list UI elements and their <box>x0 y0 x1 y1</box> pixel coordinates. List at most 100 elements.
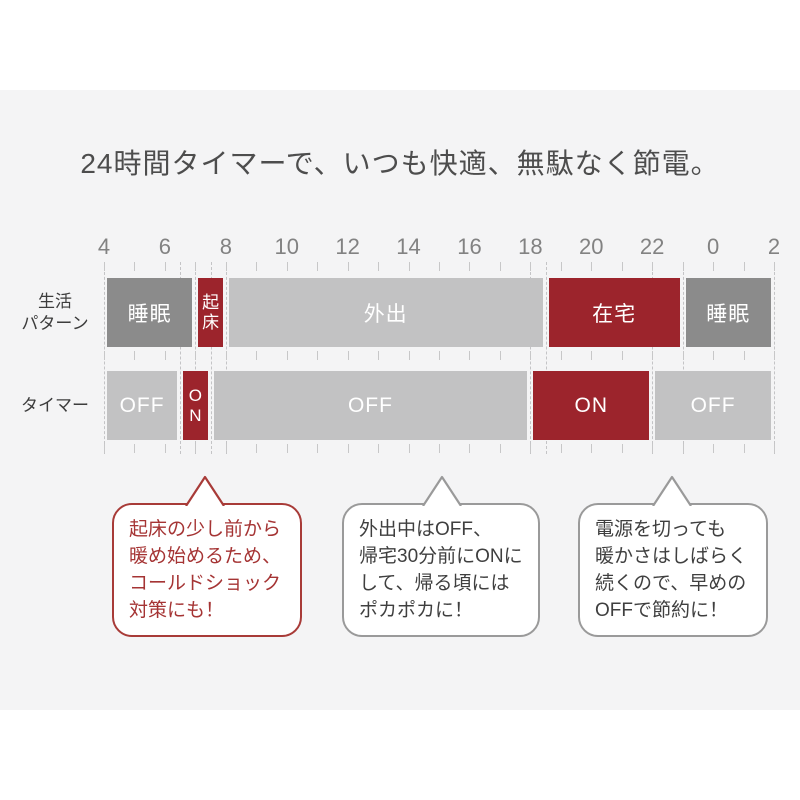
hour-tick <box>378 444 380 453</box>
hour-tick <box>408 262 410 271</box>
hour-tick <box>378 262 380 271</box>
axis-tick-label: 8 <box>219 234 232 259</box>
segment-block: 外出 <box>228 278 543 347</box>
hour-tick <box>621 262 623 271</box>
segment-block: 睡眠 <box>685 278 771 347</box>
hour-tick <box>499 444 501 453</box>
segment-label: ON <box>574 393 609 417</box>
hour-tick <box>256 351 258 360</box>
callout-line: ポカポカに！ <box>359 600 474 621</box>
hour-tick <box>134 351 136 360</box>
hour-tick <box>530 351 532 360</box>
hour-tick <box>743 262 745 271</box>
hour-tick <box>682 444 684 453</box>
hour-tick <box>134 262 136 271</box>
axis-tick-label: 20 <box>579 234 604 259</box>
segment-block: ON <box>533 371 650 440</box>
callout-line: して、帰る頃には <box>359 573 510 594</box>
hour-tick <box>713 262 715 271</box>
segment-label: 外出 <box>363 302 408 326</box>
hour-tick <box>408 351 410 360</box>
hour-tick <box>134 444 136 453</box>
segment-boundary-line <box>210 262 212 454</box>
hour-tick <box>621 351 623 360</box>
hour-tick <box>469 444 471 453</box>
axis-tick-label: 22 <box>639 234 665 259</box>
axis-tick-label: 10 <box>274 234 299 259</box>
hour-tick <box>743 444 745 453</box>
callout-line: 帰宅30分前にONに <box>359 546 523 567</box>
segment-label: 睡眠 <box>127 302 172 326</box>
hour-tick <box>195 444 197 453</box>
hour-tick <box>317 351 319 360</box>
hour-tick <box>591 444 593 453</box>
hour-tick <box>225 444 227 453</box>
hour-tick <box>560 444 562 453</box>
hour-tick <box>530 262 532 271</box>
hour-tick <box>439 262 440 271</box>
callout-line: OFFで節約に！ <box>595 600 728 621</box>
segment-block: 睡眠 <box>107 278 193 347</box>
hour-tick <box>560 351 562 360</box>
callout-pointer-icon <box>650 474 694 511</box>
row-label-life-pattern: 生活 パターン <box>21 291 89 333</box>
callout-line: 電源を切っても <box>595 519 727 540</box>
hour-tick <box>286 262 288 271</box>
hour-tick <box>378 351 380 360</box>
hour-tick <box>256 444 258 453</box>
callout-line: 暖め始めるため、 <box>129 546 282 567</box>
callout-bubble: 外出中はOFF、帰宅30分前にONに して、帰る頃には ポカポカに！ <box>342 503 540 637</box>
hour-tick <box>195 262 197 271</box>
hour-tick <box>317 262 319 271</box>
hour-tick <box>774 262 775 271</box>
axis-tick-label: 0 <box>706 234 720 259</box>
hour-tick <box>530 444 532 453</box>
callout-line: 外出中はOFF、 <box>359 519 492 540</box>
hour-tick <box>225 351 227 360</box>
callout-line: 続くので、早めの <box>595 573 747 594</box>
segment-boundary-line <box>545 262 547 454</box>
segment-label: OFF <box>347 393 393 417</box>
segment-label: 起床 <box>202 293 220 332</box>
hour-tick <box>286 351 288 360</box>
hour-tick <box>347 351 349 360</box>
hour-tick <box>591 262 593 271</box>
hour-tick <box>713 444 715 453</box>
hour-tick <box>225 262 227 271</box>
segment-block: 起床 <box>198 278 223 347</box>
hour-tick <box>286 444 288 453</box>
hour-tick <box>408 444 410 453</box>
callout-line: 対策にも！ <box>129 600 225 621</box>
hour-tick <box>104 262 105 271</box>
hour-tick <box>317 444 319 453</box>
segment-block: OFF <box>213 371 528 440</box>
hour-tick <box>469 262 471 271</box>
callout-bubble: 電源を切っても 暖かさはしばらく 続くので、早めの OFFで節約に！ <box>578 503 768 637</box>
segment-label: 在宅 <box>592 302 637 326</box>
segment-label: OFF <box>690 393 736 417</box>
segment-label: OFF <box>119 393 165 417</box>
hour-tick <box>682 351 684 360</box>
hour-tick <box>164 351 166 360</box>
axis-tick-label: 18 <box>518 234 543 259</box>
hour-tick <box>439 351 440 360</box>
page-title: 24時間タイマーで、いつも快適、無駄なく節電。 <box>80 148 720 179</box>
segment-label: ON <box>188 386 202 425</box>
callout-pointer-icon <box>183 474 227 511</box>
hour-tick <box>682 262 684 271</box>
hour-tick <box>347 444 349 453</box>
hour-tick <box>652 262 654 271</box>
hour-tick <box>743 351 745 360</box>
hour-tick <box>560 262 562 271</box>
segment-block: OFF <box>655 371 771 440</box>
axis-tick-label: 14 <box>396 234 421 259</box>
segment-label: 睡眠 <box>706 302 751 326</box>
hour-tick <box>104 351 105 360</box>
callout-line: 暖かさはしばらく <box>595 546 748 567</box>
hour-tick <box>499 262 501 271</box>
hour-tick <box>652 444 654 453</box>
segment-block: OFF <box>107 371 178 440</box>
axis-tick-label: 2 <box>767 234 781 259</box>
axis-tick-label: 12 <box>335 234 360 259</box>
